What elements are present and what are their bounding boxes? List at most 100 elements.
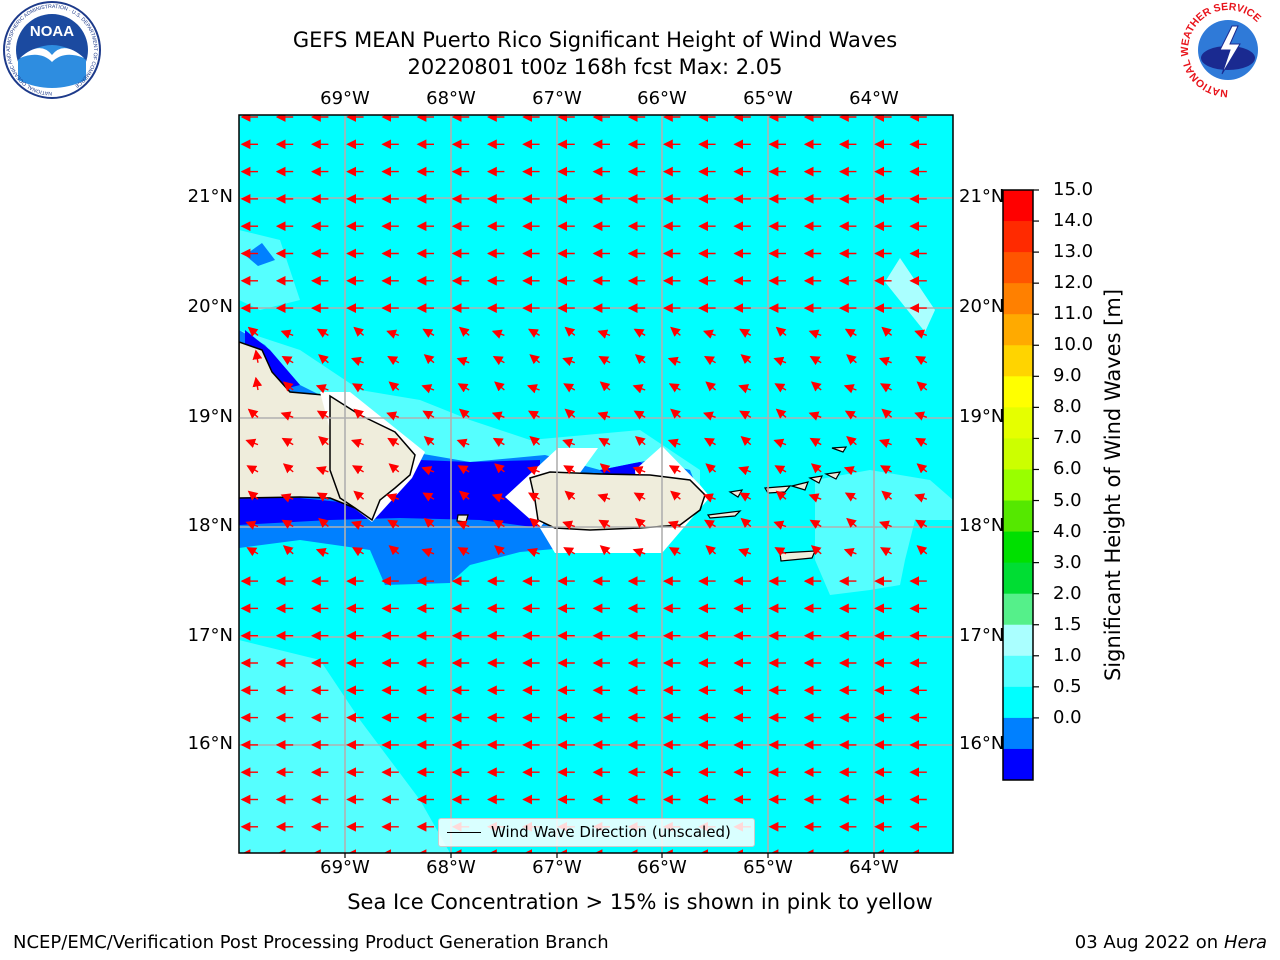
wave-zone-shallow-nw — [245, 243, 275, 266]
wave-direction-arrow — [529, 435, 541, 447]
wave-direction-arrow — [740, 435, 752, 447]
wave-direction-arrow — [633, 492, 646, 502]
wave-direction-arrow — [386, 411, 400, 421]
wave-direction-arrow — [703, 519, 716, 529]
wave-direction-arrow — [351, 465, 364, 475]
wave-direction-arrow — [597, 493, 611, 503]
colorbar-swatch — [1003, 252, 1033, 284]
wave-direction-arrow — [318, 354, 329, 365]
wave-direction-arrow — [774, 547, 787, 557]
colorbar-border — [1002, 189, 1034, 781]
wave-direction-arrow — [705, 545, 717, 556]
wave-direction-arrow — [808, 493, 822, 503]
colorbar-swatch — [1003, 655, 1033, 688]
wave-direction-arrow — [846, 435, 857, 447]
wave-direction-arrow — [527, 328, 540, 338]
wave-direction-arrow — [246, 465, 259, 475]
footer-host: Hera — [1223, 932, 1267, 953]
wave-direction-arrow — [422, 328, 435, 338]
wave-direction-arrow — [633, 410, 646, 420]
wave-direction-arrow — [281, 356, 294, 366]
wave-direction-arrow — [843, 547, 857, 558]
wave-direction-arrow — [247, 408, 259, 419]
lat-label: 19°N — [187, 406, 233, 427]
wave-direction-arrow — [280, 493, 294, 503]
wave-direction-arrow — [527, 384, 540, 394]
wave-direction-arrow — [809, 437, 822, 448]
wave-direction-arrow — [456, 438, 470, 448]
wave-direction-arrow — [351, 438, 364, 448]
wave-direction-arrow — [738, 466, 752, 476]
wave-direction-arrow — [245, 520, 259, 530]
wave-direction-arrow — [494, 463, 505, 474]
wave-direction-arrow — [703, 493, 716, 503]
wave-direction-arrow — [739, 410, 752, 420]
wave-direction-arrow — [881, 408, 893, 419]
island-st-croix — [779, 550, 816, 562]
wave-direction-arrow — [492, 437, 505, 448]
colorbar-tick-label: 8.0 — [1053, 396, 1082, 418]
lon-label: 66°W — [637, 88, 687, 109]
wave-direction-arrow — [529, 354, 541, 365]
wave-direction-arrow — [282, 463, 294, 474]
wave-direction-arrow — [281, 519, 294, 529]
lat-label: 17°N — [959, 625, 1005, 646]
wave-direction-arrow — [599, 545, 611, 556]
wave-direction-arrow — [456, 356, 470, 367]
island-anegada — [831, 446, 848, 453]
wave-direction-arrow — [598, 356, 611, 366]
colorbar-tick-label: 9.0 — [1053, 365, 1082, 387]
wave-direction-arrow — [492, 356, 505, 366]
colorbar-swatch — [1003, 717, 1033, 750]
lon-label: 68°W — [426, 88, 476, 109]
wave-direction-arrow — [703, 411, 716, 421]
wave-direction-arrow — [423, 354, 435, 365]
wave-direction-arrow — [739, 492, 752, 502]
wave-direction-arrow — [634, 517, 646, 528]
wave-direction-arrow — [914, 493, 928, 503]
wave-direction-arrow — [252, 349, 263, 363]
map-area — [239, 115, 953, 853]
wave-direction-arrow — [423, 435, 435, 447]
wave-direction-arrow — [915, 437, 928, 448]
lat-label: 21°N — [959, 186, 1005, 207]
wave-direction-arrow — [351, 547, 364, 557]
wave-direction-arrow — [844, 492, 857, 502]
chart-title: GEFS MEAN Puerto Rico Significant Height… — [292, 28, 898, 52]
colorbar-tick-label: 10.0 — [1053, 334, 1094, 356]
wave-direction-arrow — [916, 545, 928, 556]
wave-direction-arrow — [386, 493, 400, 503]
sea-ice-note: Sea Ice Concentration > 15% is shown in … — [347, 890, 933, 914]
colorbar-swatch — [1003, 593, 1033, 626]
wave-direction-arrow — [810, 381, 822, 392]
lon-label: 69°W — [320, 857, 370, 878]
wind-wave-arrows — [240, 115, 928, 853]
wave-direction-arrow — [775, 490, 787, 501]
wave-direction-arrow — [775, 408, 787, 419]
wave-direction-arrow — [280, 411, 294, 421]
wave-direction-arrow — [915, 519, 928, 529]
colorbar-tick-label: 12.0 — [1053, 272, 1094, 294]
lat-label: 16°N — [187, 733, 233, 754]
wave-direction-arrow — [843, 384, 857, 394]
wave-direction-arrow — [810, 463, 822, 474]
wave-direction-arrow — [914, 329, 928, 339]
colorbar-tick-label: 6.0 — [1053, 458, 1082, 480]
wave-direction-arrow — [494, 381, 505, 392]
lat-label: 21°N — [187, 186, 233, 207]
wave-direction-arrow — [808, 329, 822, 339]
colorbar-tick-label: 7.0 — [1053, 427, 1082, 449]
wave-direction-arrow — [252, 376, 263, 391]
wave-direction-arrow — [422, 410, 435, 420]
lon-label: 64°W — [849, 88, 899, 109]
colorbar-swatch — [1003, 624, 1033, 657]
wave-direction-arrow — [705, 381, 717, 392]
island-tortola — [808, 475, 823, 484]
nodata-patch-pr-south — [540, 528, 662, 553]
nws-logo: NATIONAL WEATHER SERVICE — [1176, 0, 1280, 100]
wave-direction-arrow — [353, 490, 365, 501]
wave-direction-arrow — [388, 545, 400, 556]
wave-direction-arrow — [670, 408, 681, 419]
wave-direction-arrow — [386, 329, 400, 339]
wave-direction-arrow — [703, 329, 716, 339]
